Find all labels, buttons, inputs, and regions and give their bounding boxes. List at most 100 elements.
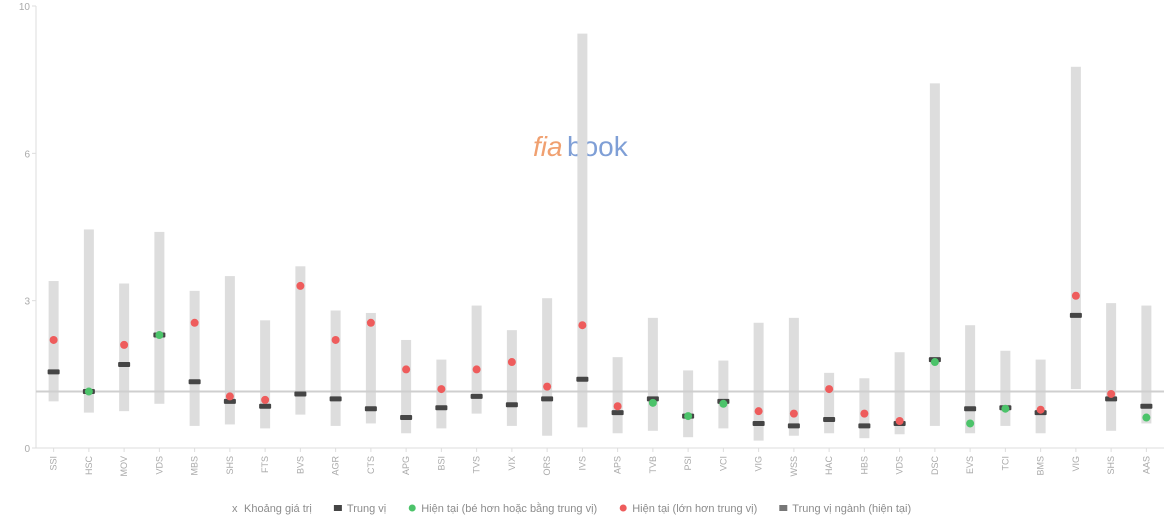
range-bar xyxy=(929,83,940,426)
x-tick-label: TVB xyxy=(648,456,658,474)
range-bar xyxy=(965,325,976,434)
legend-label: Hiện tại (bé hơn hoặc bằng trung vị) xyxy=(421,502,597,515)
range-bar xyxy=(506,330,517,426)
watermark-book: book xyxy=(567,131,629,162)
x-tick-label: APG xyxy=(401,456,411,475)
median-mark xyxy=(611,410,624,416)
y-tick-label: 6 xyxy=(24,149,30,160)
legend-label: Trung vị xyxy=(347,503,386,515)
x-tick-label: DSC xyxy=(930,456,940,476)
x-tick-label: BVS xyxy=(295,456,305,474)
x-tick-label: VIG xyxy=(754,456,764,472)
x-tick-label: APS xyxy=(613,456,623,474)
legend-symbol: x xyxy=(232,503,238,515)
current-point xyxy=(437,385,446,394)
range-bar xyxy=(894,352,905,435)
x-tick-label: VDS xyxy=(895,456,905,475)
range-bars xyxy=(48,33,1152,441)
current-point xyxy=(1107,389,1116,398)
x-tick-label: SHS xyxy=(1106,456,1116,475)
range-bar xyxy=(83,229,94,413)
current-point xyxy=(366,318,375,327)
x-tick-label: SHS xyxy=(225,456,235,475)
median-mark xyxy=(576,376,589,382)
median-mark xyxy=(752,420,765,426)
x-tick-label: TCI xyxy=(1000,456,1010,471)
current-point xyxy=(190,318,199,327)
median-mark xyxy=(364,406,377,412)
x-tick-label: TVS xyxy=(472,456,482,474)
median-mark xyxy=(541,396,554,402)
current-point xyxy=(613,402,622,411)
legend-item-median: Trung vị xyxy=(333,503,386,515)
current-point xyxy=(296,281,305,290)
median-mark xyxy=(259,403,272,409)
range-bar xyxy=(1000,350,1011,426)
median-mark xyxy=(505,402,518,408)
current-point xyxy=(966,419,975,428)
legend-item-cur_low: Hiện tại (bé hơn hoặc bằng trung vị) xyxy=(408,502,597,515)
current-point xyxy=(684,412,693,421)
current-point xyxy=(472,365,481,374)
legend-item-range: x Khoảng giá trị xyxy=(232,503,312,515)
range-bar xyxy=(577,33,588,428)
current-point xyxy=(1001,404,1010,413)
range-bar xyxy=(471,305,482,414)
median-mark xyxy=(964,406,977,412)
grid-layer: 0 3 6 10 xyxy=(19,2,1164,455)
current-point xyxy=(930,358,939,367)
x-tick-label: ORS xyxy=(542,456,552,476)
current-point xyxy=(225,392,234,401)
x-tick-label: HBS xyxy=(859,456,869,475)
current-point xyxy=(789,409,798,418)
median-mark xyxy=(823,417,836,423)
current-point xyxy=(648,398,657,407)
legend-swatch xyxy=(779,505,788,511)
y-tick-label: 10 xyxy=(19,2,31,13)
x-tick-label: BMS xyxy=(1036,456,1046,476)
x-tick-label: VIX xyxy=(507,456,517,471)
point-marks xyxy=(36,281,1164,429)
category-labels: SSI HSC MOV VDS MBS SHS FTS BVS AGR CTS APG BSI TVS V… xyxy=(49,456,1152,477)
x-tick-label: MBS xyxy=(190,456,200,476)
median-mark xyxy=(329,396,342,402)
legend-label: Trung vị ngành (hiện tại) xyxy=(792,503,911,515)
range-bar xyxy=(788,317,799,436)
current-point xyxy=(120,340,129,349)
median-mark xyxy=(787,423,800,429)
current-point xyxy=(1036,405,1045,414)
x-tick-label: VIG xyxy=(1071,456,1081,472)
median-mark xyxy=(47,369,60,375)
range-bar xyxy=(1141,305,1152,424)
current-point xyxy=(49,335,58,344)
current-point xyxy=(719,399,728,408)
range-bar xyxy=(753,322,764,441)
median-mark xyxy=(1069,312,1082,318)
median-mark xyxy=(858,423,871,429)
x-tick-label: IVS xyxy=(577,456,587,471)
current-point xyxy=(1142,413,1151,422)
legend-item-industry: Trung vị ngành (hiện tại) xyxy=(779,503,911,515)
range-bar xyxy=(189,290,200,426)
range-bar xyxy=(1035,359,1046,434)
range-bar xyxy=(260,320,271,429)
legend-swatch xyxy=(408,504,416,512)
current-point xyxy=(825,385,834,394)
range-bar xyxy=(542,298,553,436)
range-bar xyxy=(330,310,341,426)
median-mark xyxy=(400,415,413,421)
median-mark xyxy=(1140,403,1153,409)
range-bar xyxy=(824,372,835,434)
current-point xyxy=(895,416,904,425)
range-bar xyxy=(224,276,235,425)
median-mark xyxy=(188,379,201,385)
x-tick-label: HSC xyxy=(84,456,94,476)
range-bar xyxy=(647,317,658,431)
legend: x Khoảng giá trị Trung vị Hiện tại (bé hơn … xyxy=(232,502,911,515)
range-bar xyxy=(401,339,412,434)
range-bar xyxy=(612,357,623,434)
x-tick-label: HAC xyxy=(824,456,834,476)
current-point xyxy=(543,382,552,391)
watermark-fia: fia xyxy=(533,131,563,162)
